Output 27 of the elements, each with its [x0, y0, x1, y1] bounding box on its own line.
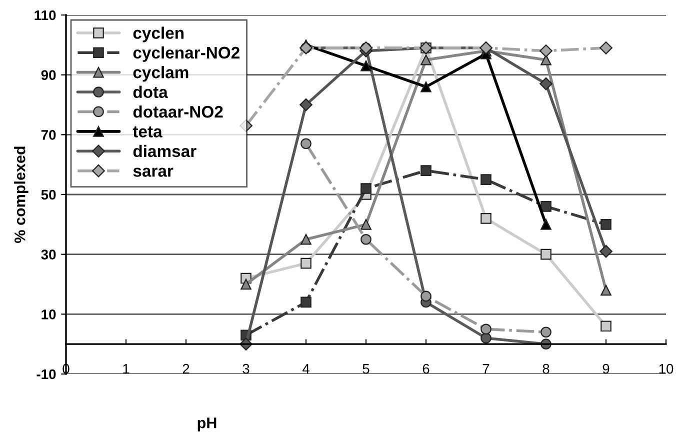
y-tick-label: 110	[34, 10, 56, 20]
x-tick-label: 6	[422, 364, 430, 374]
x-tick-label: 3	[242, 364, 250, 374]
legend-label: sarar	[133, 168, 174, 177]
y-tick-label: 30	[41, 250, 56, 260]
legend-label: cyclenar-NO2	[133, 46, 240, 62]
x-tick-label: 10	[659, 364, 674, 374]
legend-label: dotaar-NO2	[133, 105, 223, 118]
y-tick-label: 10	[42, 310, 56, 320]
y-tick-label: 50	[41, 190, 56, 200]
y-tick-label: -10	[36, 369, 56, 380]
x-tick-label: 9	[602, 364, 610, 374]
legend-label: cyclen	[133, 26, 184, 42]
x-tick-label: 2	[182, 364, 190, 374]
x-axis-title: pH	[198, 418, 216, 432]
legend-label: teta	[132, 126, 162, 138]
legend-label: diamsar	[133, 144, 196, 158]
y-tick-label: 70	[41, 130, 56, 140]
x-tick-label: 4	[302, 364, 310, 374]
y-axis-title: % complexed	[14, 146, 28, 243]
y-tick-label: 90	[41, 70, 56, 80]
x-tick-label: 1	[123, 364, 130, 374]
legend-label: cyclam	[133, 66, 188, 82]
x-tick-label: 8	[542, 364, 550, 374]
legend-label: dota	[133, 86, 168, 98]
x-tick-label: 5	[362, 364, 370, 374]
x-tick-label: 7	[482, 364, 490, 374]
